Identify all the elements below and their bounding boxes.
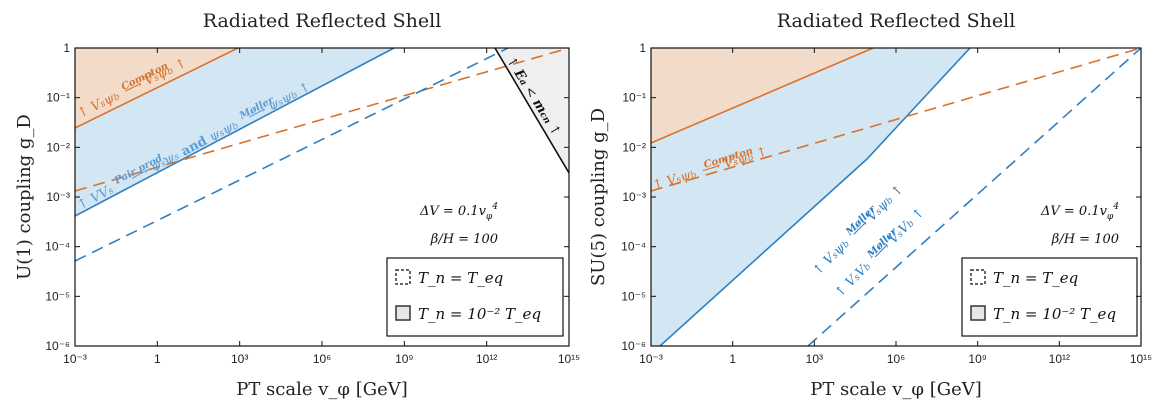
left-legend-dashed-swatch [395,269,411,285]
left-black-line [494,48,569,174]
left-ytick-label: 10⁻⁴ [45,240,70,254]
right-ytick-label: 10⁻² [622,140,646,154]
left-ytick-label: 10⁻³ [46,190,70,204]
left-ytick-label: 10⁻⁵ [45,289,70,303]
right-xtick-label: 10⁶ [887,352,905,366]
right-xtick-label: 10¹⁵ [1130,352,1152,366]
right-panel: Radiated Reflected Shell ↑ VsψbCompton⟶ … [588,10,1152,400]
left-ytick-label: 10⁻² [46,140,70,154]
right-orange-solid-line [651,48,874,144]
left-xtick-label: 10⁶ [313,352,331,366]
left-title: Radiated Reflected Shell [203,10,442,32]
right-ytick-label: 1 [639,41,646,55]
left-orange-dashed-line [75,48,569,192]
left-xtick-label: 10⁹ [395,352,414,366]
left-ytick-label: 10⁻⁶ [45,339,70,353]
right-ytick-label: 10⁻⁶ [621,339,646,353]
right-legend: T_n = T_eq T_n = 10⁻² T_eq [961,257,1138,337]
left-ytick-label: 1 [63,41,70,55]
right-ytick-label: 10⁻⁵ [621,289,646,303]
left-legend-solid-swatch [395,305,411,321]
left-legend-entry-1: T_n = T_eq [418,269,503,287]
right-legend-dashed-swatch [970,269,986,285]
right-xlabel: PT scale v_φ [GeV] [810,379,982,400]
right-xtick-label: 10⁻³ [639,352,663,366]
right-title: Radiated Reflected Shell [777,10,1016,32]
left-blue-dashed-line [75,48,509,262]
left-xtick-label: 10³ [231,352,248,366]
left-legend: T_n = T_eq T_n = 10⁻² T_eq [386,257,564,337]
right-ytick-label: 10⁻⁴ [621,240,646,254]
left-orange-solid-line [75,48,239,129]
right-xtick-label: 10³ [806,352,823,366]
right-xtick-label: 10¹² [1049,352,1070,366]
right-ytick-label: 10⁻³ [622,190,646,204]
left-annotation-compton: ↑ VsψbCompton⟶ Vsψb ↑ [74,53,189,122]
left-xtick-label: 10¹⁵ [558,352,580,366]
left-param-beta: β/H = 100 [430,232,498,247]
left-ylabel: U(1) coupling g_D [14,114,35,280]
right-param-beta: β/H = 100 [1051,232,1119,247]
left-ytick-label: 10⁻¹ [46,91,70,105]
left-panel: Radiated Reflected Shell ↑ VsψbCompton⟶ … [14,10,580,400]
right-xtick-label: 1 [729,352,736,366]
left-xlabel: PT scale v_φ [GeV] [236,379,408,400]
left-blue-solid-line [75,48,395,217]
left-param-deltaV: ΔV = 0.1vφ4 [419,202,498,222]
left-legend-entry-2: T_n = 10⁻² T_eq [418,305,541,323]
right-legend-solid-swatch [970,305,986,321]
right-ytick-label: 10⁻¹ [622,91,646,105]
left-xtick-label: 1 [154,352,161,366]
right-param-deltaV: ΔV = 0.1vφ4 [1040,202,1119,222]
right-orange-dashed-line [651,48,1141,192]
right-xtick-label: 10⁹ [968,352,987,366]
right-axis-ticks: 10⁻³ 1 10³ 10⁶ 10⁹ 10¹² 10¹⁵ 10⁻⁶ 10⁻⁵ 10⁻⁴ 10⁻³ 10… [621,41,1152,366]
right-ylabel: SU(5) coupling g_D [588,108,609,286]
right-blue-region [651,48,970,346]
left-xtick-label: 10⁻³ [63,352,87,366]
left-xtick-label: 10¹² [476,352,497,366]
right-blue-dashed-line [807,48,1141,346]
right-legend-entry-2: T_n = 10⁻² T_eq [993,305,1116,323]
right-legend-entry-1: T_n = T_eq [993,269,1078,287]
left-axis-ticks: 10⁻³ 1 10³ 10⁶ 10⁹ 10¹² 10¹⁵ 10⁻⁶ 10⁻⁵ 10⁻⁴ 10⁻³ 10… [45,41,580,366]
right-blue-solid-line [659,48,971,346]
